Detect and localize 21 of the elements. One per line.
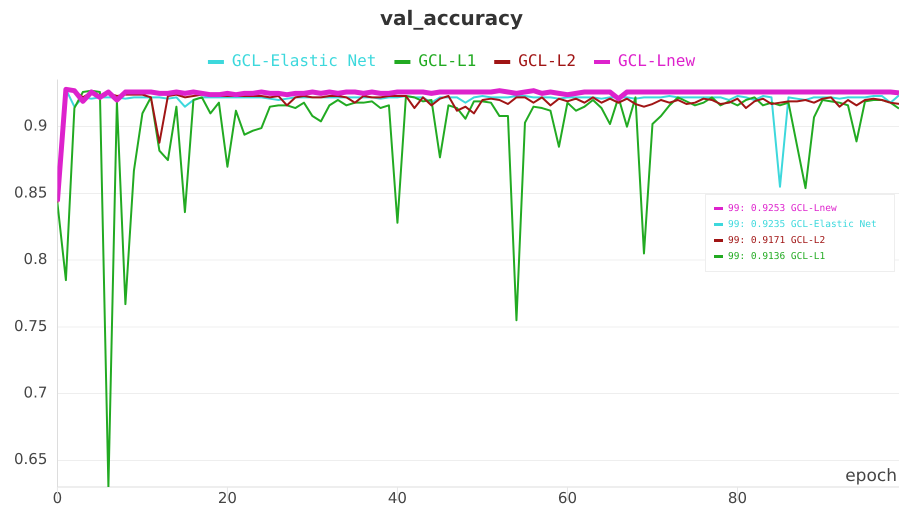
- annotation: 99: 0.9235 GCL-Elastic Net: [728, 218, 877, 230]
- y-tick-label: 0.7: [24, 383, 48, 402]
- x-tick-label: 60: [558, 488, 578, 507]
- y-tick-label: 0.75: [14, 316, 48, 335]
- y-tick-label: 0.85: [14, 183, 48, 202]
- legend-label: GCL-L1: [418, 51, 476, 70]
- y-tick-label: 0.9: [24, 116, 48, 135]
- x-tick-label: 80: [728, 488, 748, 507]
- annotation: 99: 0.9136 GCL-L1: [728, 250, 826, 262]
- chart-title: val_accuracy: [380, 6, 524, 30]
- x-axis-title: epoch: [845, 466, 897, 486]
- x-tick-label: 0: [52, 488, 62, 507]
- legend-label: GCL-Elastic Net: [232, 51, 376, 70]
- legend-label: GCL-Lnew: [618, 51, 696, 70]
- legend-label: GCL-L2: [518, 51, 576, 70]
- annotation: 99: 0.9171 GCL-L2: [728, 234, 826, 246]
- x-tick-label: 40: [388, 488, 407, 507]
- y-tick-label: 0.65: [14, 450, 48, 468]
- x-tick-label: 20: [218, 488, 237, 507]
- y-tick-label: 0.8: [24, 250, 48, 268]
- annotation: 99: 0.9253 GCL-Lnew: [728, 202, 837, 214]
